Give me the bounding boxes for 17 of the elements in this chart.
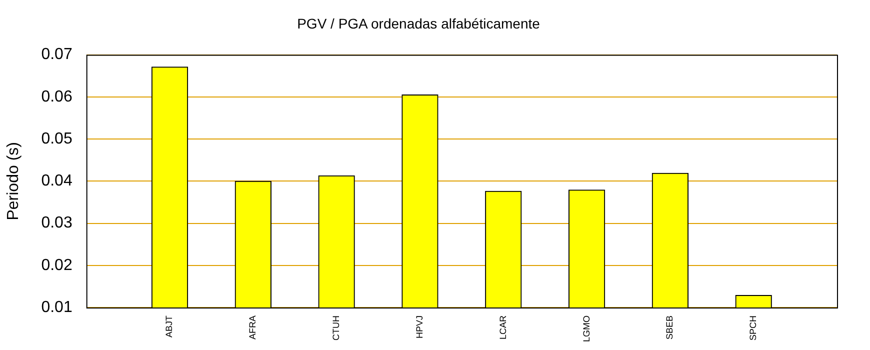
- x-tick-label: AFRA: [248, 315, 258, 340]
- x-tick-label: SPCH: [748, 315, 758, 341]
- x-tick-label: LCAR: [498, 315, 508, 340]
- y-axis-title: Periodo (s): [5, 142, 22, 220]
- y-tick-label: 0.03: [41, 214, 72, 232]
- y-tick-label: 0.06: [41, 88, 72, 106]
- y-tick-label: 0.01: [41, 298, 72, 316]
- x-tick-label: ABJT: [164, 315, 174, 338]
- y-tick-label: 0.02: [41, 256, 72, 274]
- y-tick-label: 0.05: [41, 130, 72, 148]
- y-tick-label: 0.04: [41, 172, 72, 190]
- y-tick-label: 0.07: [41, 46, 72, 64]
- x-tick-label: HPVJ: [414, 315, 424, 339]
- x-tick-label: SBEB: [664, 315, 675, 340]
- x-tick-label: LGMO: [581, 315, 592, 342]
- x-tick-label: CTUH: [331, 315, 342, 340]
- chart-title: PGV / PGA ordenadas alfabéticamente: [297, 15, 540, 32]
